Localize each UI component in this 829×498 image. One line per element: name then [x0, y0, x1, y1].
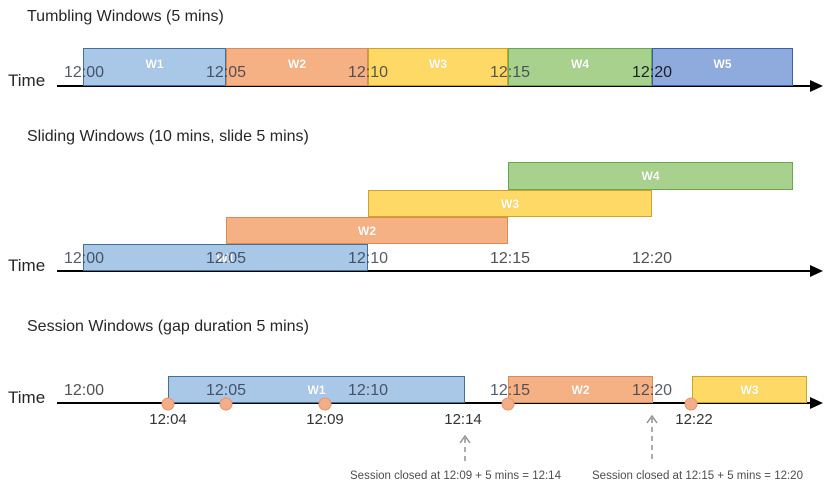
- window-label: W3: [429, 57, 447, 71]
- tumbling-window-w3: W3: [368, 48, 508, 86]
- sliding-window-w2: W2: [226, 217, 508, 244]
- sliding-axis-arrowhead-icon: [810, 265, 823, 277]
- session-tick-1200: 12:00: [63, 382, 105, 399]
- window-label: W1: [307, 383, 326, 397]
- session-close-arrow-2-icon: [646, 414, 658, 461]
- sliding-tick-1200: 12:00: [63, 250, 105, 267]
- session-close-annotation-2: Session closed at 12:15 + 5 mins = 12:20: [592, 470, 803, 482]
- window-label: W4: [641, 169, 660, 183]
- tumbling-axis-arrowhead-icon: [810, 80, 823, 92]
- sliding-window-w3: W3: [368, 190, 652, 217]
- sliding-time-label: Time: [8, 256, 46, 275]
- session-tick-1210: 12:10: [347, 382, 389, 399]
- session-tick-1220: 12:20: [631, 382, 673, 399]
- tumbling-time-label: Time: [8, 71, 46, 90]
- sliding-window-w4: W4: [508, 162, 793, 190]
- sliding-tick-1205: 12:05: [205, 250, 247, 267]
- session-window-w2: W2: [508, 376, 653, 403]
- event-label-1209: 12:09: [306, 411, 344, 428]
- session-time-label: Time: [8, 388, 46, 407]
- session-time-axis: [57, 402, 812, 404]
- event-label-1204: 12:04: [149, 411, 187, 428]
- session-axis-arrowhead-icon: [810, 397, 823, 409]
- window-label: W4: [571, 57, 589, 71]
- event-dot-1222: [684, 397, 698, 411]
- tumbling-tick-1220: 12:20: [631, 64, 673, 81]
- tumbling-tick-1205: 12:05: [205, 64, 247, 81]
- session-window-w3: W3: [692, 376, 807, 403]
- event-dot-1205: [219, 397, 233, 411]
- session-close-arrow-1-icon: [459, 434, 471, 464]
- window-label: W1: [145, 57, 164, 71]
- window-label: W3: [740, 383, 759, 397]
- session-tick-1205: 12:05: [205, 382, 247, 399]
- sliding-window-w1: W1: [83, 244, 368, 271]
- tumbling-window-w4: W4: [508, 48, 652, 86]
- sliding-tick-1220: 12:20: [631, 250, 673, 267]
- tumbling-window-w5: W5: [652, 48, 793, 86]
- window-label: W2: [571, 383, 590, 397]
- sliding-time-axis: [57, 270, 812, 272]
- tumbling-tick-1215: 12:15: [489, 64, 531, 81]
- sliding-title: Sliding Windows (10 mins, slide 5 mins): [27, 128, 309, 145]
- window-label: W3: [501, 197, 519, 211]
- window-label: W2: [358, 224, 376, 238]
- session-tick-1215: 12:15: [489, 382, 531, 399]
- tumbling-tick-1210: 12:10: [347, 64, 389, 81]
- event-dot-1209: [318, 397, 332, 411]
- window-label: W5: [713, 57, 732, 71]
- event-dot-1215: [501, 397, 515, 411]
- session-window-w1: W1: [168, 376, 465, 403]
- tumbling-title: Tumbling Windows (5 mins): [27, 8, 224, 25]
- event-dot-1204: [161, 397, 175, 411]
- event-label-1222: 12:22: [675, 411, 713, 428]
- tumbling-window-w2: W2: [226, 48, 368, 86]
- session-close-annotation-1: Session closed at 12:09 + 5 mins = 12:14: [350, 470, 561, 482]
- event-label-1214: 12:14: [444, 411, 482, 428]
- tumbling-tick-1200: 12:00: [63, 64, 105, 81]
- sliding-tick-1215: 12:15: [489, 250, 531, 267]
- sliding-tick-1210: 12:10: [347, 250, 389, 267]
- window-label: W1: [216, 251, 235, 265]
- tumbling-window-w1: W1: [83, 48, 226, 86]
- tumbling-time-axis: [57, 85, 812, 87]
- window-label: W2: [288, 57, 306, 71]
- session-title: Session Windows (gap duration 5 mins): [27, 318, 309, 335]
